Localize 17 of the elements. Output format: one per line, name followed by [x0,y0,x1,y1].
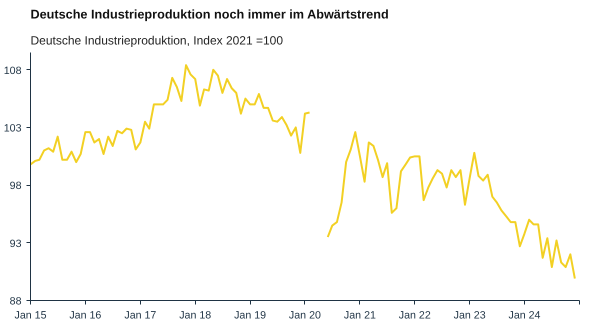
x-tick-label: Jan 23 [454,310,486,322]
y-tick-label: 103 [4,122,22,134]
x-tick-label: Jan 20 [288,310,321,322]
x-tick-label: Jan 17 [124,310,156,322]
y-tick-label: 88 [10,296,22,308]
chart-subtitle: Deutsche Industrieproduktion, Index 2021 =100 [30,34,284,48]
x-tick-label: Jan 22 [398,310,431,322]
x-tick-label: Jan 16 [69,310,102,322]
x-tick-label: Jan 21 [344,310,376,322]
x-tick-label: Jan 18 [179,310,212,322]
y-tick-label: 108 [4,64,22,77]
chart-title: Deutsche Industrieproduktion noch immer im Abwärtstrend [30,8,389,22]
x-tick-label: Jan 24 [508,310,541,322]
x-tick-label: Jan 15 [14,310,47,322]
x-tick-label: Jan 19 [234,310,266,322]
y-tick-label: 98 [10,180,22,192]
y-tick-label: 93 [10,238,22,250]
